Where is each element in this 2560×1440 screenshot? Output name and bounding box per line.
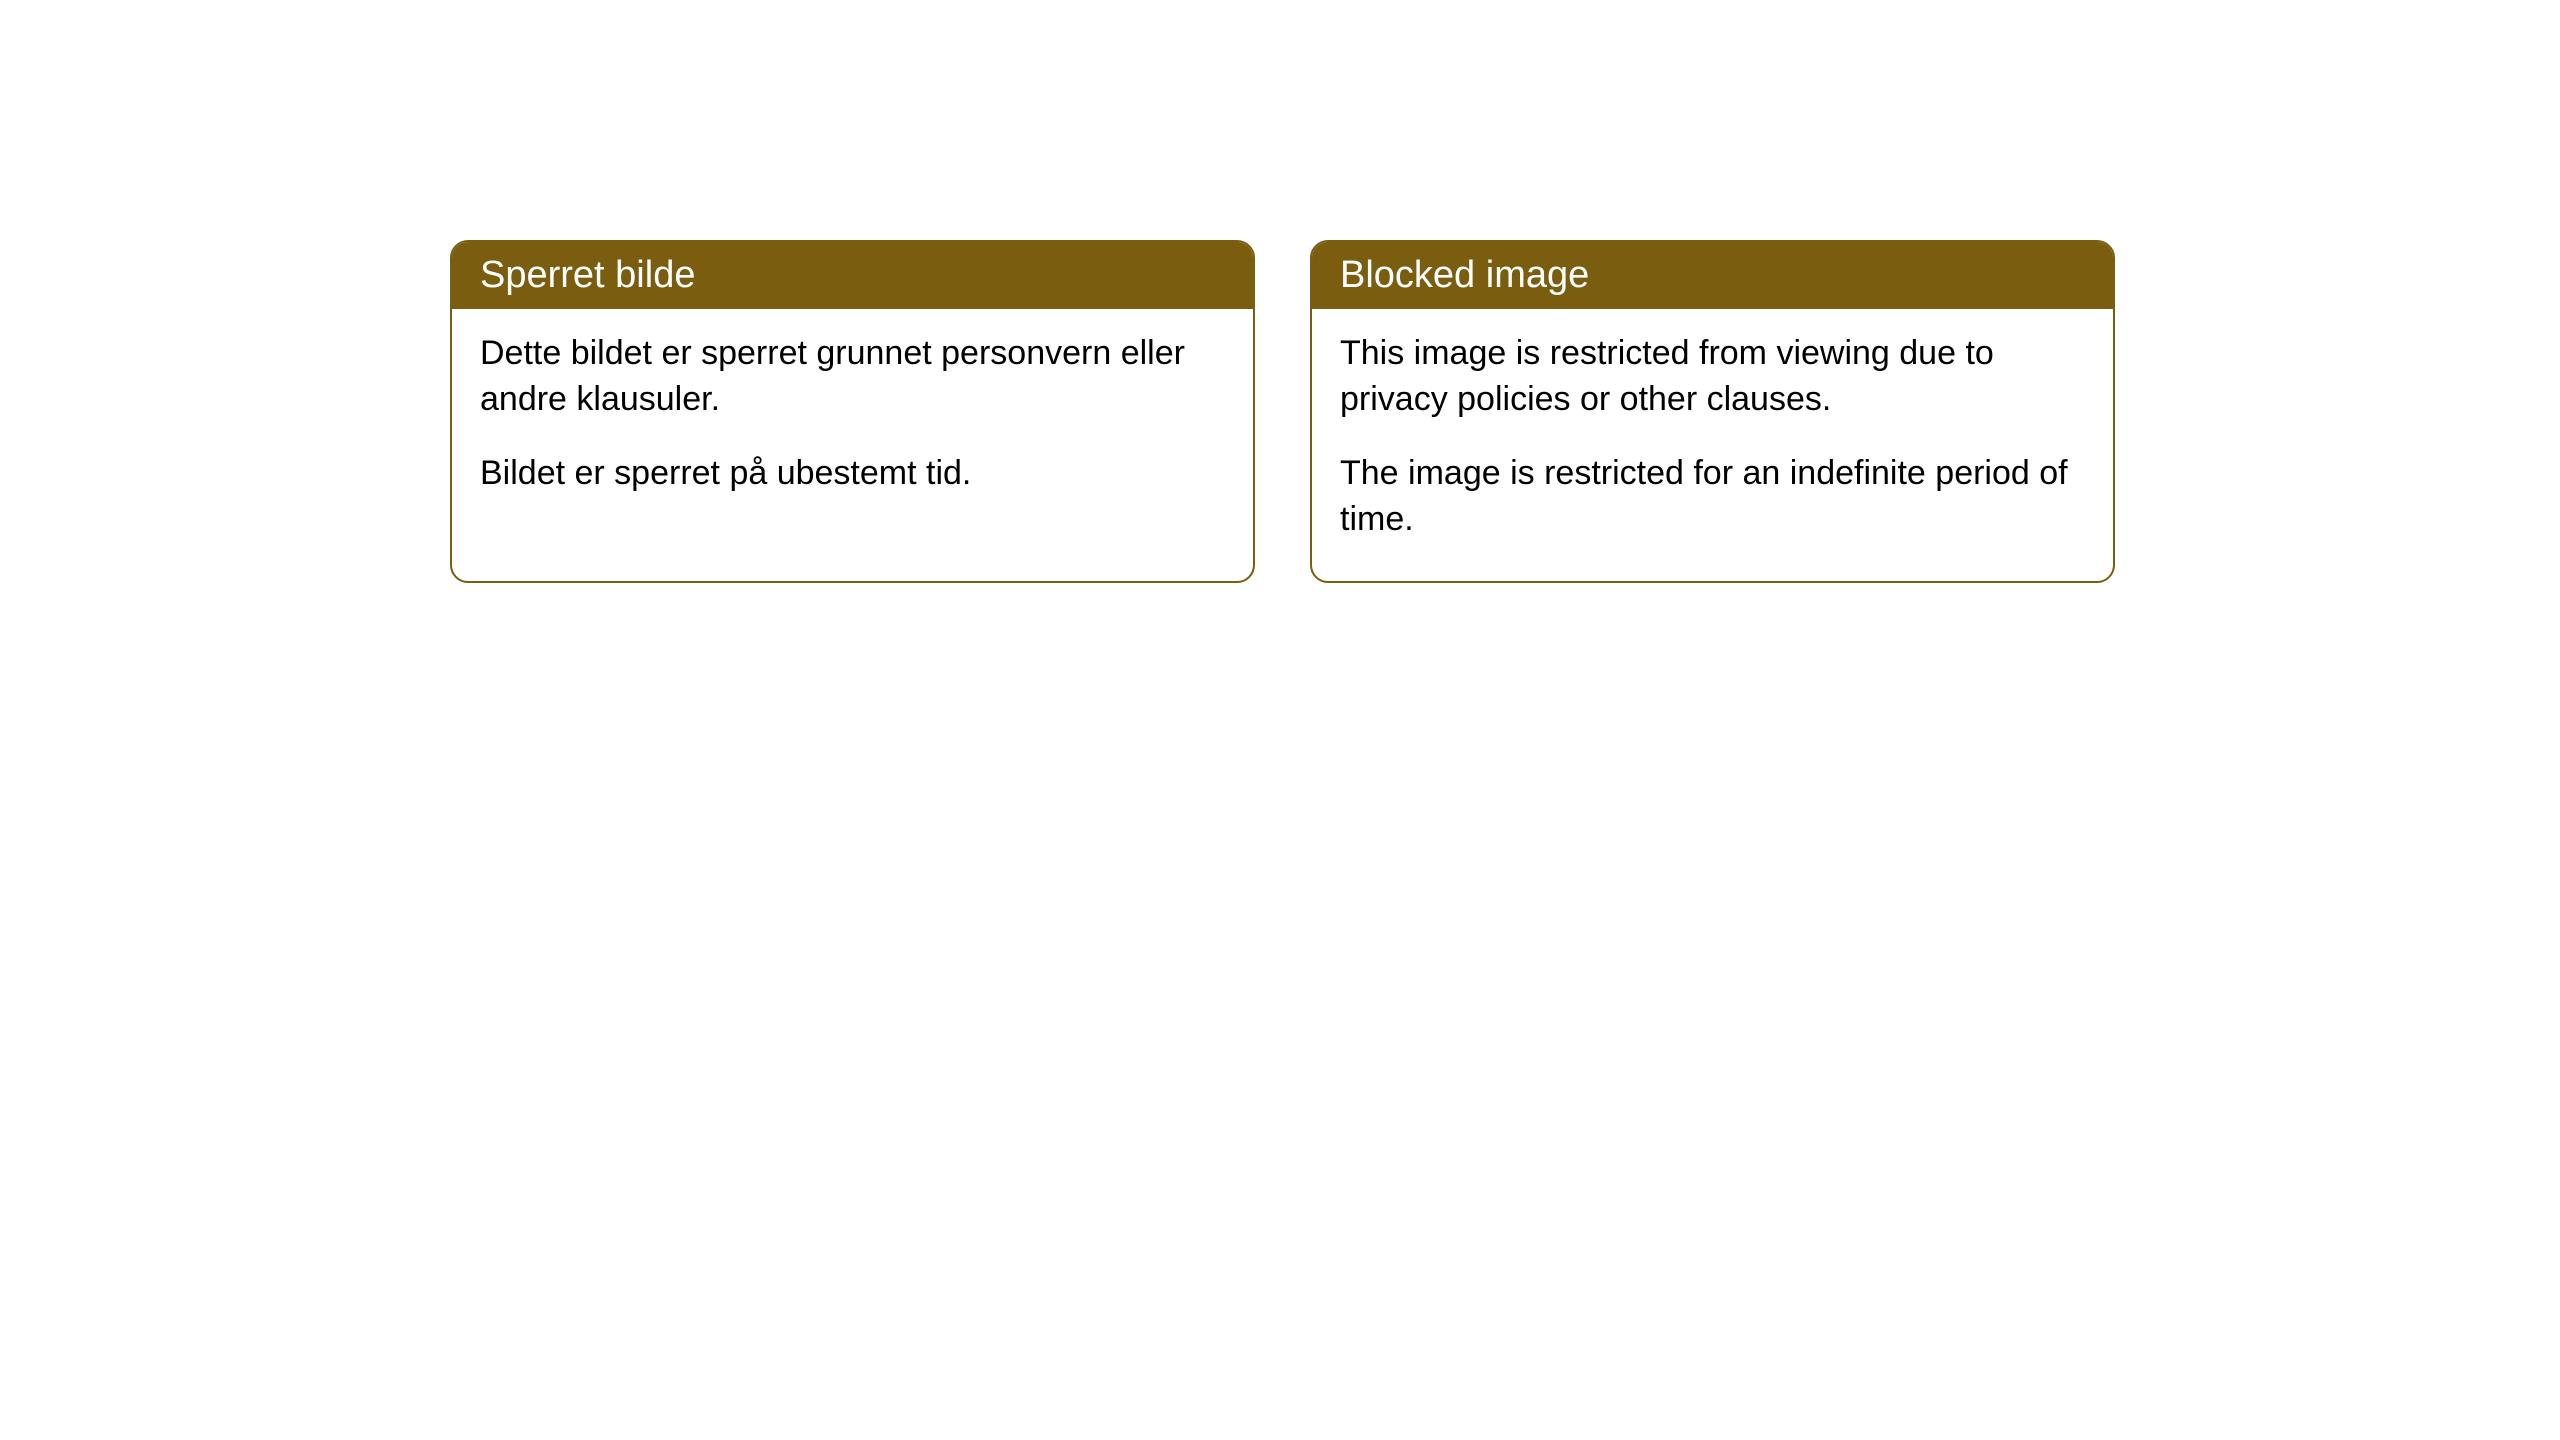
card-norwegian: Sperret bilde Dette bildet er sperret gr… — [450, 240, 1255, 583]
card-paragraph: The image is restricted for an indefinit… — [1340, 451, 2085, 543]
card-paragraph: This image is restricted from viewing du… — [1340, 331, 2085, 423]
card-header: Blocked image — [1312, 242, 2113, 309]
card-title: Sperret bilde — [480, 254, 695, 296]
card-header: Sperret bilde — [452, 242, 1253, 309]
cards-container: Sperret bilde Dette bildet er sperret gr… — [450, 240, 2560, 583]
card-body: This image is restricted from viewing du… — [1312, 309, 2113, 581]
card-paragraph: Dette bildet er sperret grunnet personve… — [480, 331, 1225, 423]
card-paragraph: Bildet er sperret på ubestemt tid. — [480, 451, 1225, 497]
card-english: Blocked image This image is restricted f… — [1310, 240, 2115, 583]
card-title: Blocked image — [1340, 254, 1589, 296]
card-body: Dette bildet er sperret grunnet personve… — [452, 309, 1253, 535]
